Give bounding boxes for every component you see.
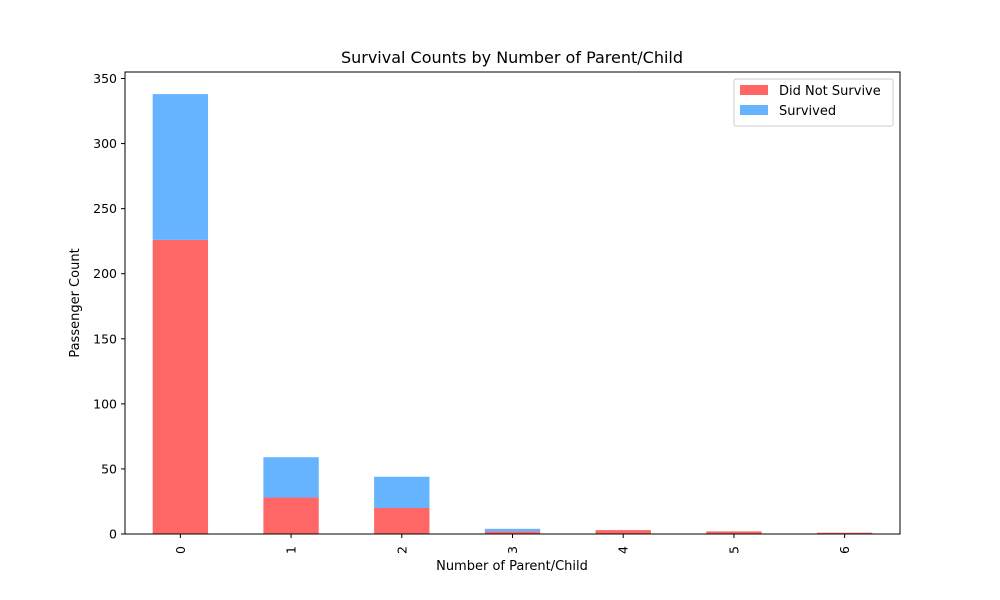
x-tick-label: 4 xyxy=(616,546,631,554)
legend-label: Did Not Survive xyxy=(779,84,881,99)
y-axis: 0 50 100 150 200 250 300 350 xyxy=(93,71,125,542)
x-tick-label: 6 xyxy=(837,546,852,554)
x-axis: 0 1 2 3 4 5 6 xyxy=(173,534,852,554)
bar-survived-3 xyxy=(484,528,541,532)
y-tick-label: 200 xyxy=(93,266,117,281)
legend-label: Survived xyxy=(779,104,836,119)
y-tick-label: 100 xyxy=(93,396,117,411)
legend: Did Not Survive Survived xyxy=(733,78,894,127)
bar-did-not-survive-5 xyxy=(706,531,762,534)
x-tick-label: 3 xyxy=(505,546,520,554)
y-tick-label: 0 xyxy=(109,527,117,542)
bar-survived-1 xyxy=(263,457,319,498)
y-tick-label: 250 xyxy=(93,201,117,216)
legend-frame xyxy=(733,78,894,127)
bar-survived-0 xyxy=(152,94,209,240)
legend-swatch xyxy=(740,85,768,95)
y-tick-label: 50 xyxy=(101,461,117,476)
x-tick-label: 5 xyxy=(726,546,741,554)
bar-did-not-survive-4 xyxy=(595,530,651,534)
plot-frame xyxy=(124,71,901,535)
y-tick-label: 350 xyxy=(93,71,117,86)
x-tick-label: 2 xyxy=(394,546,409,554)
bar-did-not-survive-1 xyxy=(263,497,319,534)
bar-did-not-survive-3 xyxy=(484,531,541,534)
x-tick-label: 0 xyxy=(173,546,188,554)
y-axis-label: Passenger Count xyxy=(68,248,83,357)
bar-did-not-survive-6 xyxy=(816,532,873,534)
x-tick-label: 1 xyxy=(284,546,299,554)
bar-did-not-survive-2 xyxy=(374,507,430,534)
y-tick-label: 150 xyxy=(93,331,117,346)
legend-swatch xyxy=(740,105,768,115)
bars xyxy=(152,94,873,534)
y-tick-label: 300 xyxy=(93,136,117,151)
x-axis-label: Number of Parent/Child xyxy=(436,559,588,574)
bar-did-not-survive-0 xyxy=(152,239,209,534)
chart-title: Survival Counts by Number of Parent/Chil… xyxy=(341,48,683,67)
bar-survived-2 xyxy=(374,476,430,508)
